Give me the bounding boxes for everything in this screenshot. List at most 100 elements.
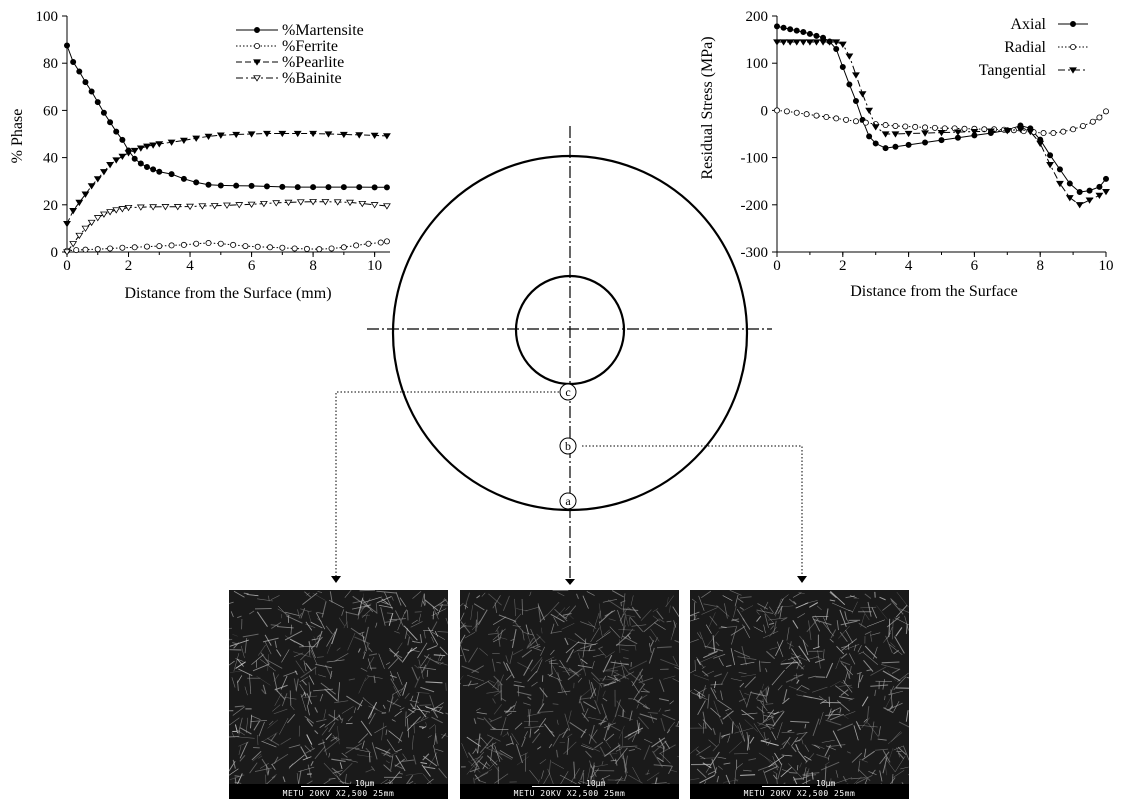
micrograph-texture-stroke	[341, 718, 344, 724]
micrograph-texture-stroke	[824, 761, 830, 766]
micrograph-texture-stroke	[284, 696, 297, 700]
micrograph-texture-stroke	[615, 748, 622, 752]
micrograph-texture-stroke	[249, 674, 252, 695]
micrograph-texture-stroke	[527, 637, 535, 648]
micrograph-texture-stroke	[300, 608, 309, 612]
micrograph-texture-stroke	[435, 748, 444, 752]
micrograph-texture-stroke	[307, 610, 312, 613]
micrograph-texture-stroke	[653, 764, 673, 767]
micrograph-texture-stroke	[699, 775, 715, 784]
micrograph-texture-stroke	[229, 774, 245, 781]
micrograph-texture-stroke	[513, 701, 517, 711]
micrograph-texture-stroke	[385, 729, 388, 735]
micrograph-texture-stroke	[412, 591, 422, 599]
micrograph-texture-stroke	[825, 662, 834, 679]
micrograph-texture-stroke	[757, 722, 775, 729]
stress-data-point-1	[902, 123, 909, 130]
micrograph-texture-stroke	[704, 645, 724, 652]
micrograph-texture-stroke	[812, 718, 820, 737]
micrograph-texture-stroke	[577, 652, 585, 671]
micrograph-texture-stroke	[412, 640, 421, 644]
phase-data-point-1	[143, 243, 150, 250]
micrograph-texture-stroke	[888, 690, 904, 696]
micrograph-texture-stroke	[381, 722, 384, 741]
micrograph-texture-stroke	[644, 738, 653, 744]
micrograph-texture-stroke	[521, 737, 526, 748]
micrograph-texture-stroke	[477, 760, 489, 769]
micrograph-texture-stroke	[537, 746, 542, 750]
phase-x-tick-label: 4	[186, 258, 194, 274]
micrograph-texture-stroke	[484, 747, 503, 756]
stress-data-point-0	[813, 32, 820, 39]
stress-data-point-0	[1056, 166, 1063, 173]
micrograph-texture-stroke	[234, 775, 240, 777]
micrograph-texture-stroke	[648, 647, 655, 664]
micrograph-texture-stroke	[437, 653, 442, 661]
micrograph-texture-stroke	[311, 636, 323, 650]
stress-data-point-0	[839, 63, 846, 70]
micrograph-texture-stroke	[581, 712, 590, 722]
micrograph-texture-stroke	[524, 726, 544, 729]
micrograph-texture-stroke	[468, 760, 481, 773]
micrograph-texture-stroke	[613, 674, 620, 677]
micrograph-texture-stroke	[650, 713, 654, 723]
stress-data-point-2	[1056, 180, 1064, 188]
micrograph-texture-stroke	[295, 660, 305, 674]
micrograph-texture-stroke	[531, 681, 538, 687]
stress-data-point-0	[905, 141, 912, 148]
micrograph-texture-stroke	[665, 595, 674, 608]
micrograph-texture-stroke	[658, 698, 670, 702]
micrograph-texture-stroke	[284, 630, 303, 641]
micrograph-texture-stroke	[796, 679, 800, 684]
micrograph-texture-stroke	[836, 620, 839, 631]
phase-data-point-0	[94, 99, 101, 106]
micrograph-texture-stroke	[302, 592, 318, 605]
micrograph-texture-stroke	[672, 606, 679, 618]
micrograph-texture-stroke	[427, 627, 439, 646]
micrograph-texture-stroke	[530, 657, 543, 672]
micrograph-texture-stroke	[698, 691, 701, 700]
micrograph-texture-stroke	[414, 692, 420, 710]
micrograph-texture-stroke	[790, 720, 810, 723]
micrograph-texture-stroke	[509, 651, 514, 665]
phase-data-point-0	[356, 184, 363, 191]
micrograph-texture-stroke	[378, 604, 393, 609]
micrograph-texture-stroke	[812, 616, 821, 632]
micrograph-texture-stroke	[579, 701, 585, 713]
stress-data-point-0	[806, 30, 813, 37]
phase-data-point-2	[75, 199, 84, 207]
micrograph-texture-stroke	[490, 761, 500, 772]
micrograph-texture-stroke	[548, 743, 553, 749]
micrograph-texture-stroke	[786, 627, 790, 641]
micrograph-texture-stroke	[331, 628, 338, 645]
micrograph-texture-stroke	[307, 691, 312, 706]
micrograph-texture-stroke	[331, 758, 346, 762]
micrograph-texture-stroke	[287, 714, 296, 724]
micrograph-texture-stroke	[890, 689, 893, 708]
micrograph-texture-stroke	[416, 705, 427, 718]
micrograph-texture-stroke	[438, 767, 448, 779]
micrograph-texture-stroke	[607, 678, 619, 686]
micrograph-texture-stroke	[359, 598, 371, 614]
micrograph-texture-stroke	[712, 744, 720, 752]
micrograph-texture-stroke	[776, 641, 784, 658]
micrograph-texture-stroke	[361, 609, 372, 618]
micrograph-texture-stroke	[522, 630, 525, 641]
stress-x-tick-label: 0	[773, 258, 781, 274]
phase-series-line-1	[66, 240, 387, 252]
micrograph-texture-stroke	[229, 639, 249, 647]
point-a-label: a	[565, 494, 571, 508]
micrograph-texture-stroke	[529, 769, 540, 783]
micrograph-texture-stroke	[565, 606, 570, 611]
micrograph-texture-stroke	[884, 695, 886, 701]
micrograph-texture-stroke	[882, 757, 888, 774]
micrograph-texture-stroke	[537, 603, 542, 623]
micrograph-texture-stroke	[256, 734, 259, 746]
micrograph-texture-stroke	[598, 603, 602, 621]
stress-data-point-0	[1066, 180, 1073, 187]
micrograph-texture-stroke	[839, 708, 842, 713]
phase-data-point-2	[99, 169, 108, 176]
micrograph-texture-stroke	[541, 770, 544, 779]
stress-x-tick-label: 6	[971, 258, 979, 274]
